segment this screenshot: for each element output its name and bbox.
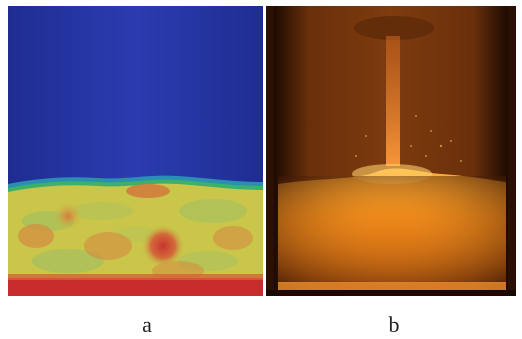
panel-label-b: b — [388, 312, 400, 337]
simulation-contour-graphic — [8, 6, 263, 296]
experiment-photo-graphic — [266, 6, 516, 296]
experiment-photo — [266, 6, 516, 296]
panel-label-a: a — [142, 312, 152, 337]
simulation-image — [8, 6, 263, 296]
